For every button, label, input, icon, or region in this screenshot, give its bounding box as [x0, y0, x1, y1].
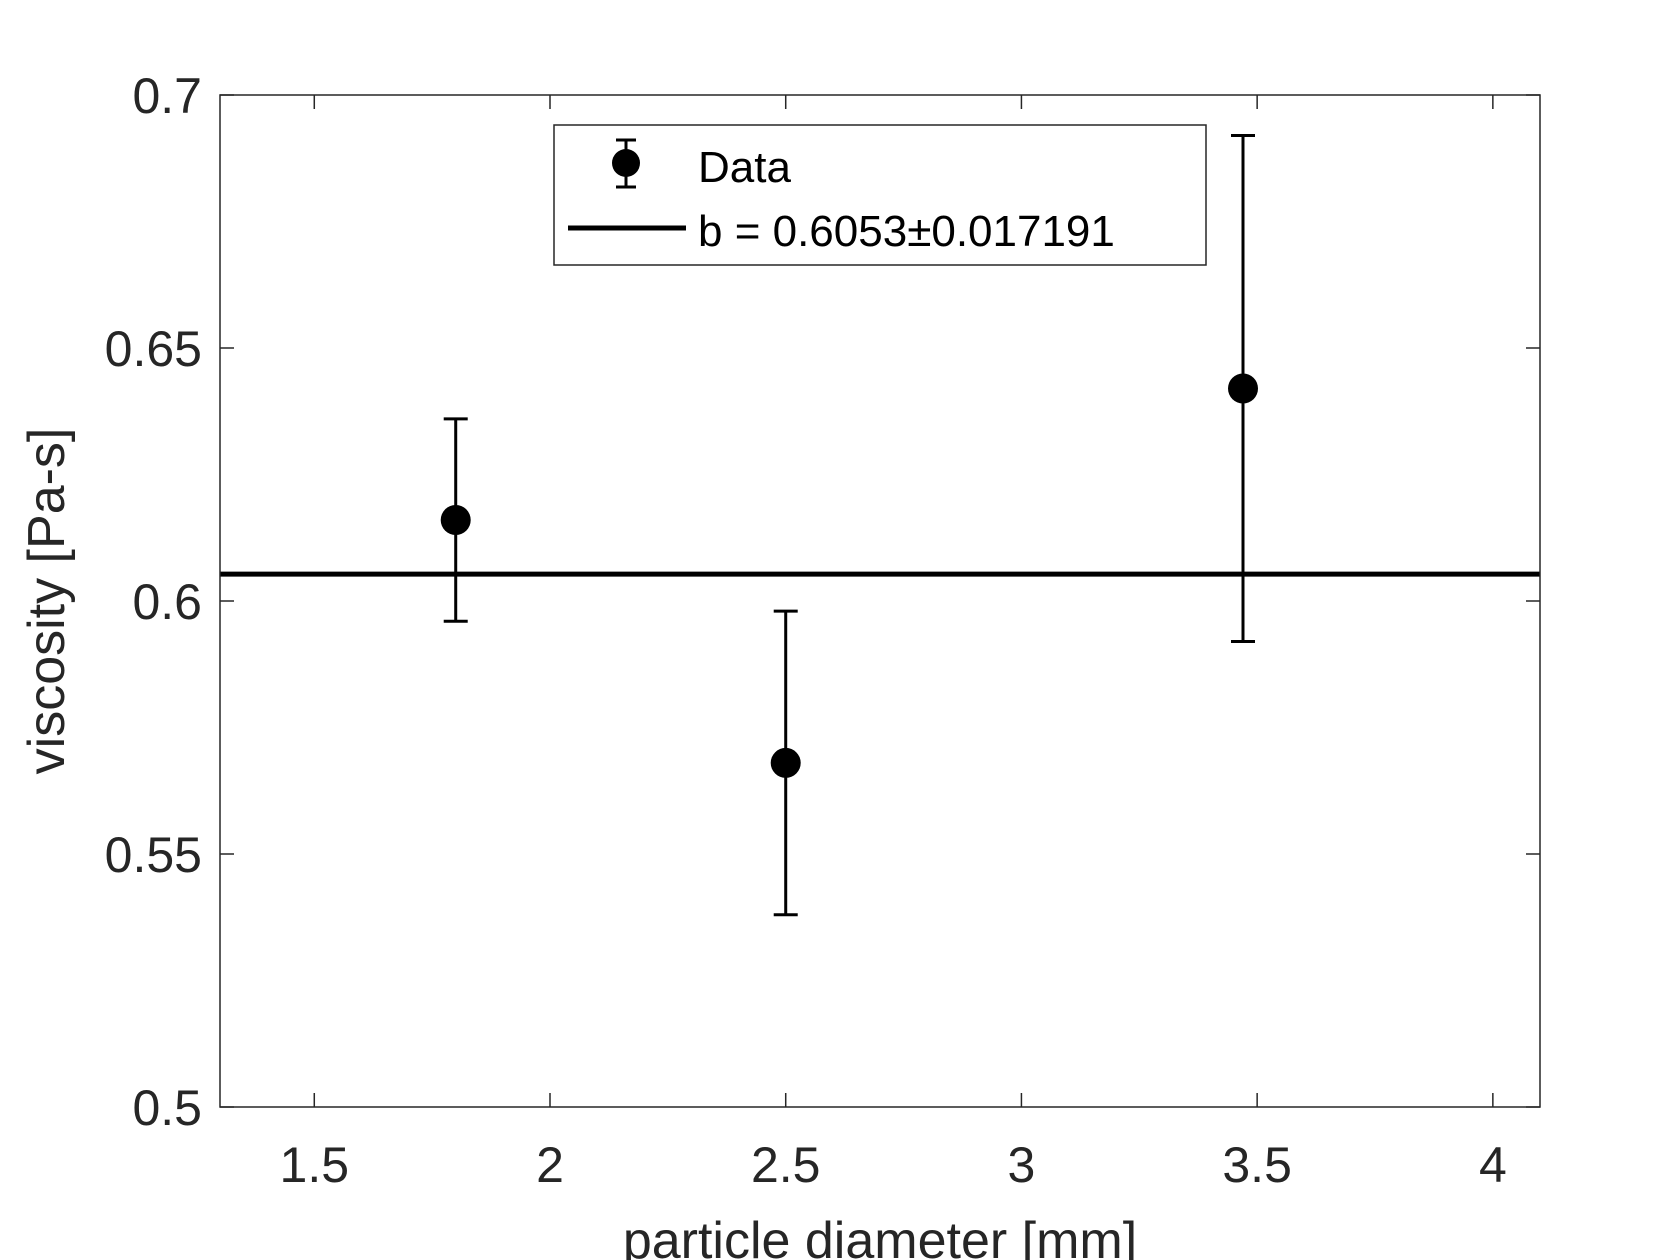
- y-tick-label: 0.7: [132, 68, 202, 124]
- legend: Data b = 0.6053±0.017191: [553, 124, 1207, 266]
- y-axis-label: viscosity [Pa-s]: [18, 428, 76, 775]
- legend-label-data: Data: [698, 143, 791, 192]
- y-tick-label: 0.55: [105, 827, 202, 883]
- data-point: [1228, 373, 1258, 404]
- x-tick-label: 2: [536, 1137, 564, 1193]
- legend-marker-icon: [612, 149, 640, 177]
- plot-area-frame: [219, 94, 1541, 1108]
- data-point: [770, 747, 801, 778]
- y-tick-label: 0.65: [105, 321, 202, 377]
- x-tick-label: 4: [1479, 1137, 1507, 1193]
- x-tick-label: 3.5: [1222, 1137, 1292, 1193]
- y-tick-label: 0.5: [132, 1080, 202, 1136]
- x-tick-label: 2.5: [751, 1137, 821, 1193]
- legend-entry-fit: b = 0.6053±0.017191: [568, 207, 1115, 256]
- x-tick-label: 3: [1008, 1137, 1036, 1193]
- y-tick-label: 0.6: [132, 574, 202, 630]
- data-point: [440, 505, 471, 536]
- x-tick-label: 1.5: [280, 1137, 350, 1193]
- legend-entry-data: Data: [612, 138, 791, 192]
- x-axis-label: particle diameter [mm]: [623, 1212, 1137, 1260]
- legend-label-fit: b = 0.6053±0.017191: [698, 207, 1115, 256]
- y-axis-ticks: 0.5 0.55 0.6 0.65 0.7: [105, 68, 1540, 1136]
- legend-box: [553, 124, 1207, 266]
- series-layer: [220, 133, 1540, 917]
- x-axis-ticks: 1.5 2 2.5 3 3.5 4: [280, 95, 1507, 1193]
